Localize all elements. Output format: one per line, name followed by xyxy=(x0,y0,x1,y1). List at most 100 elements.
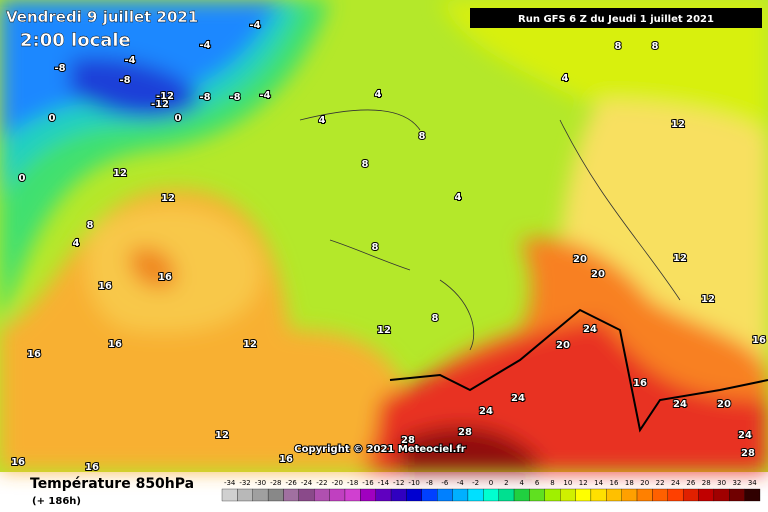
scale-label: -28 xyxy=(270,479,281,487)
contour-label: 24 xyxy=(583,324,597,335)
scale-swatch xyxy=(329,488,346,502)
scale-label: 24 xyxy=(671,479,680,487)
contour-label: 0 xyxy=(49,113,56,124)
scale-swatch xyxy=(483,488,499,502)
map-time: 2:00 locale xyxy=(20,30,131,51)
scale-swatch xyxy=(575,488,592,502)
scale-swatch xyxy=(421,488,438,502)
scale-label: -30 xyxy=(255,479,266,487)
contour-label: 24 xyxy=(479,406,493,417)
contour-label: 8 xyxy=(362,159,369,170)
scale-swatch xyxy=(667,488,684,502)
scale-swatch xyxy=(621,488,638,502)
contour-label: 8 xyxy=(419,131,426,142)
scale-swatch xyxy=(406,488,422,502)
contour-label: 8 xyxy=(652,41,659,52)
scale-label: 6 xyxy=(535,479,540,487)
scale-label: 22 xyxy=(656,479,665,487)
contour-label: -8 xyxy=(229,92,240,103)
scale-label: -14 xyxy=(378,479,390,487)
contour-label: 4 xyxy=(375,89,382,100)
contour-label: -12 xyxy=(151,99,169,110)
scale-swatch xyxy=(698,488,715,502)
scale-label: 4 xyxy=(520,479,525,487)
contour-label: 16 xyxy=(85,462,99,473)
scale-swatch xyxy=(682,488,699,502)
scale-swatch xyxy=(636,488,653,502)
scale-label: 18 xyxy=(625,479,634,487)
contour-label: 4 xyxy=(562,73,569,84)
contour-label: 12 xyxy=(671,119,685,130)
map-date: Vendredi 9 juillet 2021 xyxy=(6,8,198,26)
contour-label: -4 xyxy=(199,40,210,51)
contour-label: 16 xyxy=(11,457,25,468)
scale-swatch xyxy=(283,488,300,502)
contour-label: 28 xyxy=(741,448,755,459)
scale-swatch xyxy=(344,488,361,502)
scale-label: 30 xyxy=(717,479,726,487)
scale-label: -16 xyxy=(362,479,374,487)
color-scale: -34 -32 -30 -28 -26 -24 -22 -20 -18 -16 -14 -12 -10-… xyxy=(221,479,761,502)
contour-label: 8 xyxy=(372,242,379,253)
contour-label: 28 xyxy=(401,435,415,446)
contour-label: -8 xyxy=(54,63,65,74)
scale-swatch xyxy=(606,488,622,502)
contour-label: 20 xyxy=(556,340,570,351)
scale-label: 28 xyxy=(702,479,711,487)
scale-swatch xyxy=(437,488,453,502)
contour-label: 0 xyxy=(175,113,182,124)
footer-lead: (+ 186h) xyxy=(32,496,81,507)
scale-swatch xyxy=(252,488,269,502)
scale-label: -2 xyxy=(472,479,479,487)
map-field xyxy=(0,0,768,472)
run-box xyxy=(470,8,762,28)
scale-label: -20 xyxy=(332,479,343,487)
contour-label: -8 xyxy=(119,75,130,86)
scale-swatch xyxy=(298,488,315,502)
contour-label: 16 xyxy=(752,335,766,346)
contour-label: 24 xyxy=(738,430,752,441)
contour-label: 4 xyxy=(319,115,326,126)
contour-label: 12 xyxy=(113,168,127,179)
contour-label: 12 xyxy=(673,253,687,264)
scale-label: -8 xyxy=(426,479,433,487)
contour-label: 16 xyxy=(27,349,41,360)
scale-label: -4 xyxy=(457,479,465,487)
scale-label: 16 xyxy=(610,479,619,487)
contour-label: 4 xyxy=(73,238,80,249)
scale-swatch xyxy=(744,488,761,502)
contour-label: 24 xyxy=(511,393,525,404)
scale-swatch xyxy=(560,488,576,502)
contour-label: 12 xyxy=(215,430,229,441)
scale-swatch xyxy=(221,488,238,502)
scale-swatch xyxy=(314,488,330,502)
scale-label: -18 xyxy=(347,479,358,487)
scale-swatch xyxy=(390,488,407,502)
scale-swatch xyxy=(713,488,730,502)
scale-label: -22 xyxy=(316,479,327,487)
contour-label: 20 xyxy=(573,254,587,265)
scale-swatch xyxy=(652,488,668,502)
contour-label: 12 xyxy=(701,294,715,305)
scale-label: -32 xyxy=(239,479,250,487)
scale-label: -10 xyxy=(408,479,419,487)
contour-label: 16 xyxy=(98,281,112,292)
contour-label: -12 xyxy=(156,91,174,102)
scale-label: 0 xyxy=(489,479,493,487)
contour-label: 8 xyxy=(615,41,622,52)
scale-swatch xyxy=(498,488,515,502)
contour-label: -8 xyxy=(199,92,210,103)
contour-label: 24 xyxy=(673,399,687,410)
scale-label: -12 xyxy=(393,479,404,487)
contour-label: 8 xyxy=(432,313,439,324)
scale-label: -6 xyxy=(441,479,449,487)
scale-label: -24 xyxy=(301,479,313,487)
contour-label: 4 xyxy=(455,192,462,203)
contour-label: 12 xyxy=(377,325,391,336)
scale-swatch xyxy=(513,488,530,502)
contour-label: 20 xyxy=(717,399,731,410)
scale-label: 10 xyxy=(563,479,572,487)
contour-label: 12 xyxy=(243,339,257,350)
